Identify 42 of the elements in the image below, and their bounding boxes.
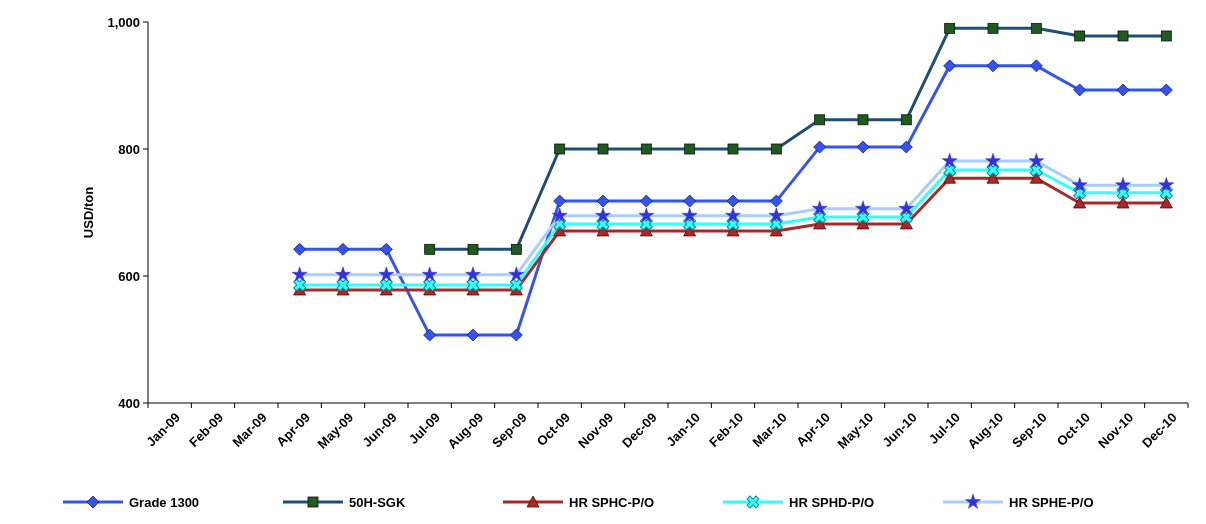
- legend-label: Grade 1300: [129, 494, 200, 510]
- point: [639, 194, 653, 208]
- point: [769, 194, 783, 208]
- point: [553, 194, 567, 208]
- point: [1029, 59, 1043, 73]
- point: [509, 278, 523, 292]
- legend-label: 50H-SGK: [349, 494, 406, 510]
- point: [509, 328, 523, 342]
- legend-label: HR SPHC-P/O: [569, 494, 655, 510]
- point: [1116, 83, 1130, 97]
- y-tick-label: 800: [118, 141, 140, 157]
- point: [1029, 171, 1043, 184]
- legend-label: HR SPHD-P/O: [789, 494, 875, 510]
- y-tick-label: 600: [118, 268, 140, 284]
- y-tick-label: 400: [118, 395, 140, 411]
- point: [336, 278, 350, 292]
- point: [293, 278, 307, 292]
- point: [813, 140, 827, 154]
- point: [1116, 196, 1130, 209]
- y-tick-label: 1,000: [107, 14, 140, 30]
- point: [899, 140, 913, 154]
- point: [943, 59, 957, 73]
- point: [683, 194, 697, 208]
- point: [1073, 196, 1087, 209]
- point: [466, 278, 480, 292]
- point: [1159, 196, 1173, 209]
- point: [1159, 83, 1173, 97]
- point: [336, 242, 350, 256]
- point: [986, 59, 1000, 73]
- point: [1073, 83, 1087, 97]
- point: [466, 328, 480, 342]
- point: [726, 194, 740, 208]
- point: [293, 242, 307, 256]
- point: [423, 278, 437, 292]
- y-axis-title: USD/ton: [81, 186, 96, 239]
- point: [423, 328, 437, 342]
- point: [379, 278, 393, 292]
- legend-label: HR SPHE-P/O: [1009, 494, 1094, 510]
- point: [596, 194, 610, 208]
- point: [856, 140, 870, 154]
- point: [943, 171, 957, 184]
- point: [379, 242, 393, 256]
